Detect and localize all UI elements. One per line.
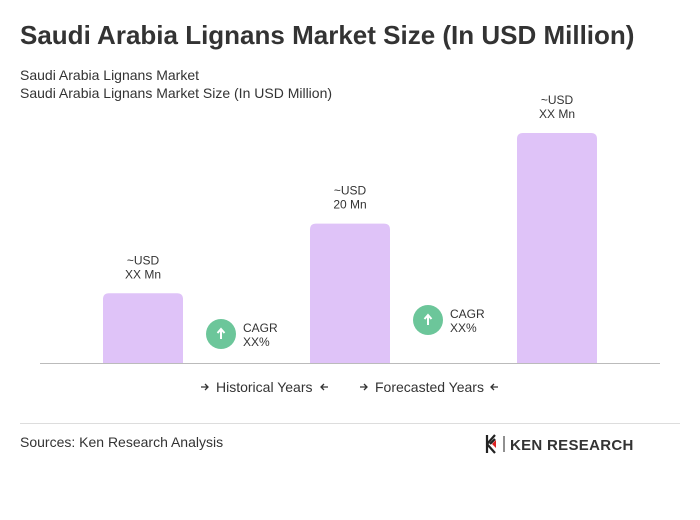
value-label: ~USD XX Mn xyxy=(125,253,161,281)
cagr-badge: CAGR XX% xyxy=(413,305,485,335)
cagr-arrow xyxy=(423,313,433,325)
legend-label: Historical Years xyxy=(216,379,313,395)
cagr-badge: CAGR XX% xyxy=(206,319,278,349)
subtitle: Saudi Arabia Lignans Market Size (In USD… xyxy=(20,85,332,101)
logo: KEN RESEARCH xyxy=(485,434,634,454)
legend: Historical Years Forecasted Years xyxy=(201,379,498,395)
bar xyxy=(517,133,597,363)
bar xyxy=(103,293,183,363)
bar xyxy=(310,223,390,363)
legend-arrow xyxy=(360,383,368,391)
legend-arrow xyxy=(490,383,498,391)
value-label: ~USD XX Mn xyxy=(539,93,575,121)
legend-arrow xyxy=(201,383,209,391)
logo-icon xyxy=(492,440,496,448)
logo-icon xyxy=(485,434,496,454)
legend-label: Forecasted Years xyxy=(375,379,484,395)
logo-text: KEN RESEARCH xyxy=(510,437,634,454)
cagr-arrow xyxy=(216,327,226,339)
source: Sources: Ken Research Analysis xyxy=(20,434,223,450)
cagr-label: CAGR XX% xyxy=(243,321,278,349)
cagr-label: CAGR XX% xyxy=(450,307,485,335)
legend-arrow xyxy=(320,383,328,391)
value-label: ~USD 20 Mn xyxy=(333,184,366,212)
chart-title: Saudi Arabia Lignans Market Size (In USD… xyxy=(20,20,634,50)
subtitle: Saudi Arabia Lignans Market xyxy=(20,67,199,83)
